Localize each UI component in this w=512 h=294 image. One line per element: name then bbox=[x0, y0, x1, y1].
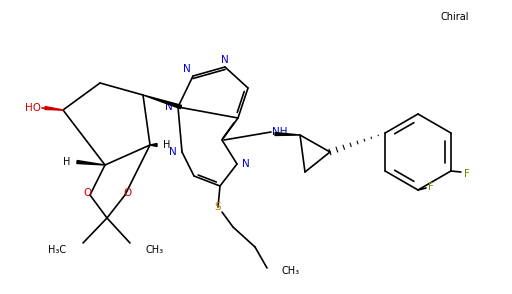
Text: Chiral: Chiral bbox=[441, 12, 470, 22]
Polygon shape bbox=[275, 133, 300, 136]
Text: S: S bbox=[215, 202, 221, 212]
Polygon shape bbox=[45, 106, 63, 110]
Text: N: N bbox=[165, 102, 173, 112]
Text: F: F bbox=[428, 182, 434, 192]
Text: N: N bbox=[169, 147, 177, 157]
Text: H: H bbox=[62, 157, 70, 167]
Polygon shape bbox=[150, 143, 157, 146]
Text: H₃C: H₃C bbox=[48, 245, 66, 255]
Text: CH₃: CH₃ bbox=[281, 266, 299, 276]
Text: H: H bbox=[163, 140, 170, 150]
Text: O: O bbox=[83, 188, 91, 198]
Text: CH₃: CH₃ bbox=[146, 245, 164, 255]
Text: N: N bbox=[183, 64, 191, 74]
Text: HO: HO bbox=[25, 103, 41, 113]
Text: F: F bbox=[464, 169, 470, 179]
Polygon shape bbox=[143, 95, 182, 109]
Text: N: N bbox=[242, 159, 250, 169]
Text: NH: NH bbox=[272, 127, 288, 137]
Text: N: N bbox=[221, 55, 229, 65]
Text: O: O bbox=[123, 188, 131, 198]
Polygon shape bbox=[77, 161, 105, 165]
